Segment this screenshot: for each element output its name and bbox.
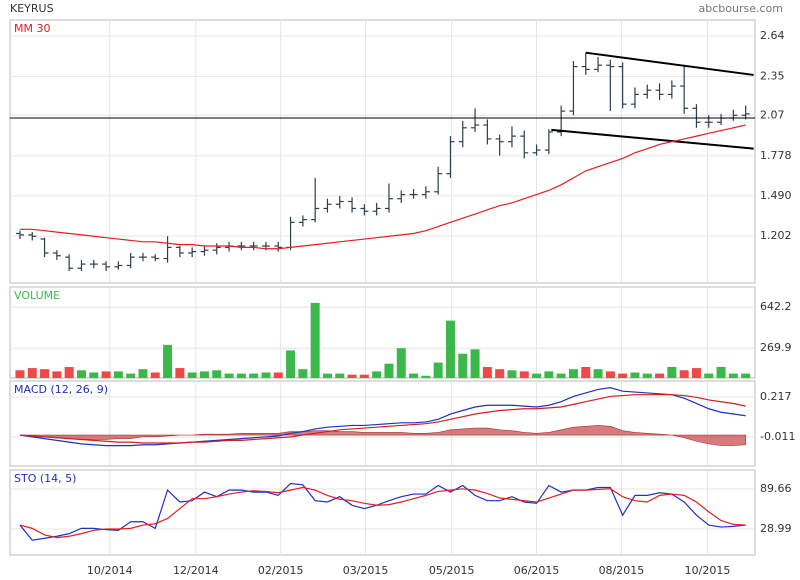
x-tick-label: 12/2014 <box>173 564 219 577</box>
volume-bar <box>655 373 665 378</box>
volume-bar <box>199 371 209 378</box>
volume-bar <box>433 362 443 378</box>
volume-bar <box>716 366 726 378</box>
volume-bar <box>691 368 701 378</box>
y-tick-label: 1.202 <box>760 229 792 242</box>
volume-bar <box>310 302 320 378</box>
volume-bar <box>532 373 542 378</box>
y-tick-label: 89.66 <box>760 482 792 495</box>
x-tick-label: 10/2015 <box>685 564 731 577</box>
volume-bar <box>175 368 185 378</box>
volume-bar <box>347 374 357 378</box>
panel-title: STO (14, 5) <box>14 472 76 485</box>
y-tick-label: 1.778 <box>760 149 792 162</box>
y-tick-label: 642.2 <box>760 300 792 313</box>
volume-bar <box>704 373 714 378</box>
volume-bar <box>261 372 271 378</box>
volume-bar <box>445 320 455 378</box>
series-line <box>19 486 746 539</box>
y-tick-label: 269.9 <box>760 341 792 354</box>
source: abcbourse.com <box>699 2 783 15</box>
volume-bar <box>421 375 431 378</box>
y-tick-label: 2.07 <box>760 108 785 121</box>
volume-bar <box>544 371 554 378</box>
y-tick-label: 0.217 <box>760 390 792 403</box>
x-tick-label: 08/2015 <box>599 564 645 577</box>
volume-bar <box>212 370 222 378</box>
volume-bar <box>236 373 246 378</box>
volume-bar <box>372 371 382 378</box>
volume-bar <box>495 369 505 378</box>
volume-bar <box>187 372 197 378</box>
x-tick-label: 03/2015 <box>343 564 389 577</box>
volume-bar <box>581 366 591 378</box>
volume-bar <box>741 373 751 378</box>
panel <box>9 286 756 379</box>
y-tick-label: 1.490 <box>760 189 792 202</box>
volume-bar <box>507 370 517 378</box>
volume-bar <box>618 373 628 378</box>
volume-bar <box>396 348 406 378</box>
series-line <box>19 387 746 447</box>
volume-bar <box>568 369 578 378</box>
trendline <box>551 128 754 150</box>
x-tick-label: 02/2015 <box>258 564 304 577</box>
volume-bar <box>728 373 738 378</box>
volume-bar <box>630 372 640 378</box>
volume-bar <box>605 371 615 378</box>
panel <box>9 380 756 467</box>
volume-bar <box>89 372 99 378</box>
volume-bar <box>249 373 259 378</box>
x-tick-label: 05/2015 <box>429 564 475 577</box>
volume-bar <box>224 373 234 378</box>
volume-bar <box>384 363 394 378</box>
volume-bar <box>126 373 136 378</box>
volume-bar <box>679 370 689 378</box>
volume-bar <box>667 366 677 378</box>
volume-bar <box>52 371 62 378</box>
y-tick-label: 28.99 <box>760 522 792 535</box>
volume-bar <box>64 366 74 378</box>
histogram-area <box>19 425 746 446</box>
panel <box>9 469 756 556</box>
x-tick-label: 06/2015 <box>514 564 560 577</box>
volume-bar <box>470 349 480 378</box>
volume-bar <box>482 366 492 378</box>
volume-bar <box>138 369 148 378</box>
volume-bar <box>322 373 332 378</box>
volume-bar <box>556 373 566 378</box>
volume-bar <box>273 372 283 378</box>
series-line <box>19 124 746 250</box>
x-tick-label: 10/2014 <box>87 564 133 577</box>
series-line <box>19 394 746 444</box>
trendline <box>585 51 754 76</box>
volume-bar <box>15 370 25 378</box>
volume-bar <box>642 373 652 378</box>
volume-bar <box>27 368 37 378</box>
volume-bar <box>335 373 345 378</box>
y-tick-label: -0.011 <box>760 430 795 443</box>
volume-bar <box>519 371 529 378</box>
volume-bar <box>150 372 160 378</box>
volume-bar <box>286 350 296 378</box>
volume-bar <box>593 369 603 378</box>
volume-bar <box>359 374 369 378</box>
panel <box>9 19 756 284</box>
volume-bar <box>163 344 173 378</box>
volume-bar <box>76 370 86 378</box>
panel-title: MACD (12, 26, 9) <box>14 383 108 396</box>
stock-name: KEYRUS <box>10 2 54 15</box>
volume-bar <box>101 371 111 378</box>
volume-bar <box>40 369 50 378</box>
y-tick-label: 2.35 <box>760 69 785 82</box>
volume-bar <box>409 373 419 378</box>
panel-title: MM 30 <box>14 22 50 35</box>
volume-bar <box>298 369 308 378</box>
volume-bar <box>113 371 123 378</box>
series-line <box>19 482 746 541</box>
volume-bar <box>458 353 468 378</box>
panel-title: VOLUME <box>14 289 60 302</box>
y-tick-label: 2.64 <box>760 29 785 42</box>
